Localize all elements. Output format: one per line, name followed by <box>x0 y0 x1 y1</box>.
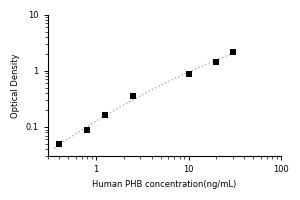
Point <box>57 142 62 145</box>
Point <box>85 128 90 131</box>
Point <box>214 60 219 63</box>
Point <box>103 114 107 117</box>
X-axis label: Human PHB concentration(ng/mL): Human PHB concentration(ng/mL) <box>92 180 236 189</box>
Point <box>130 95 135 98</box>
Point <box>186 72 191 75</box>
Point <box>230 50 235 53</box>
Y-axis label: Optical Density: Optical Density <box>11 53 20 118</box>
